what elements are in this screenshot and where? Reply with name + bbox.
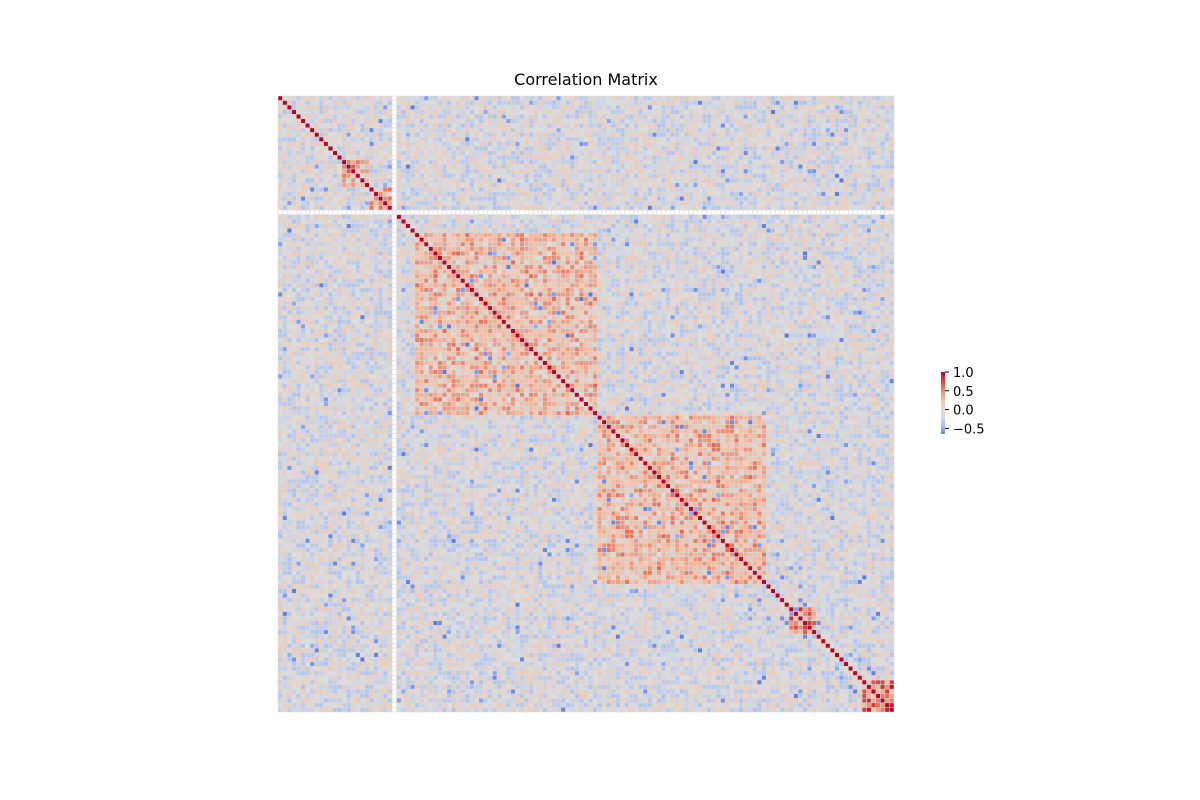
chart-title: Correlation Matrix [514, 70, 658, 89]
